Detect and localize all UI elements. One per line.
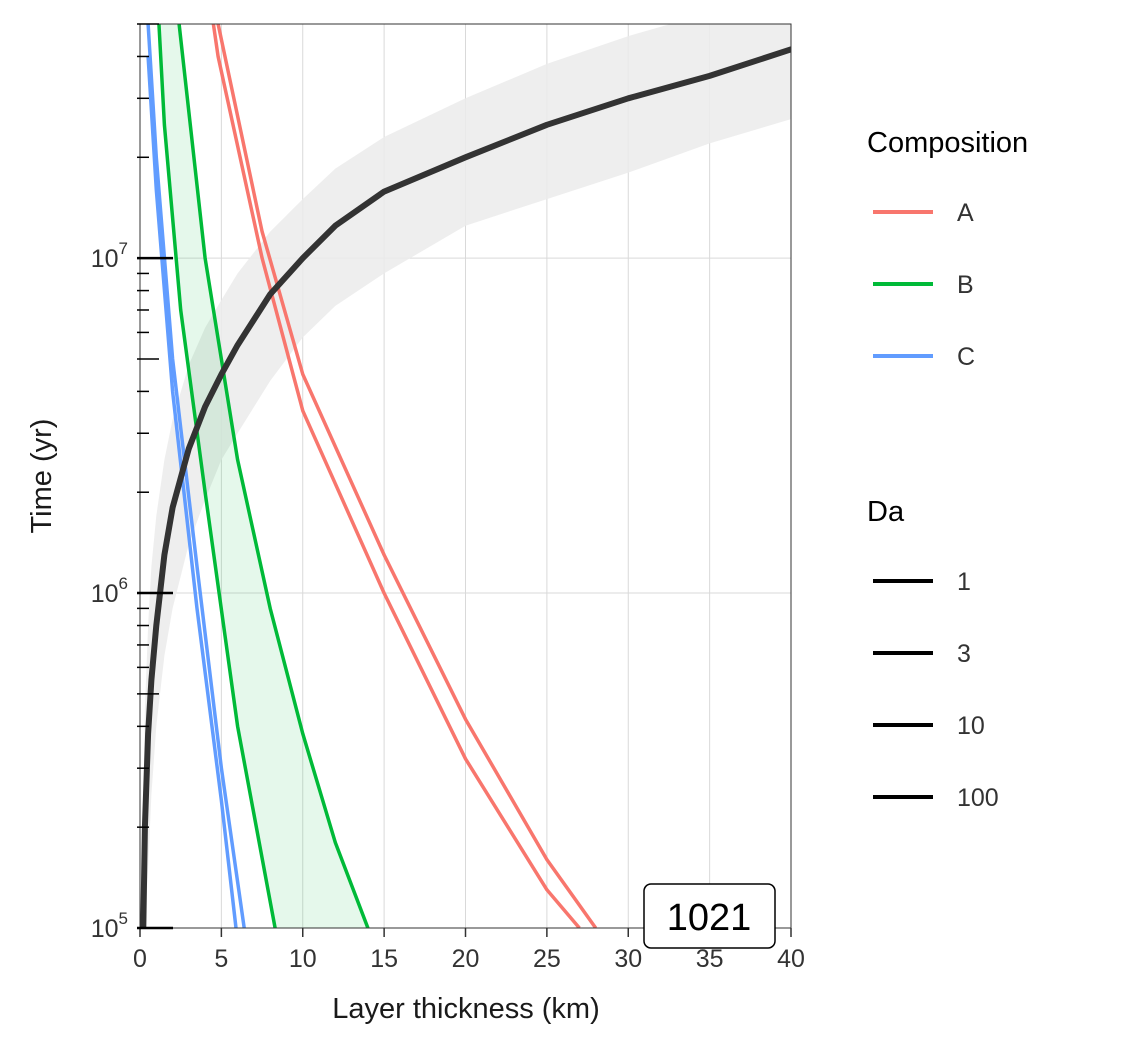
legend-label-a: A [957,199,974,227]
legend-label-da-10: 10 [957,712,985,740]
bands [143,24,791,928]
axes: 0 5 10 15 20 25 30 35 40 105 106 107 [91,23,805,973]
x-tick-label: 25 [533,945,561,973]
legend-label-b: B [957,271,974,299]
diffusion-line [140,46,791,928]
y-tick-label: 107 [91,239,128,273]
legend-label-da-3: 3 [957,640,971,668]
series-line-c [146,56,238,928]
legend-label-da-1: 1 [957,568,971,596]
annotation-label: 1021 [667,897,752,939]
composition-b-fill-band [158,24,368,928]
series-line-b [157,24,277,928]
x-tick-label: 15 [370,945,398,973]
legend-da-title: Da [867,496,905,528]
legend-composition: Composition A B C [867,127,1028,371]
series-line-a [216,24,598,928]
legend-da: Da 1 3 10 100 [867,496,999,812]
annotation-box: 1021 [643,883,776,949]
x-axis-title: Layer thickness (km) [332,993,600,1025]
series-line-b [177,24,370,928]
x-tick-label: 35 [696,945,724,973]
y-tick-label: 106 [91,574,128,608]
x-tick-label: 5 [214,945,228,973]
series-line-a [211,24,581,928]
x-tick-label: 0 [133,945,147,973]
diffusion-band [143,24,791,928]
y-axis-title: Time (yr) [26,419,58,534]
x-tick-label: 20 [452,945,480,973]
legend-label-da-100: 100 [957,784,999,812]
x-tick-label: 40 [777,945,805,973]
legend-label-c: C [957,343,975,371]
legend-composition-title: Composition [867,127,1028,159]
x-tick-label: 30 [614,945,642,973]
x-tick-label: 10 [289,945,317,973]
y-tick-label: 105 [91,909,128,943]
series-lines [146,24,598,928]
